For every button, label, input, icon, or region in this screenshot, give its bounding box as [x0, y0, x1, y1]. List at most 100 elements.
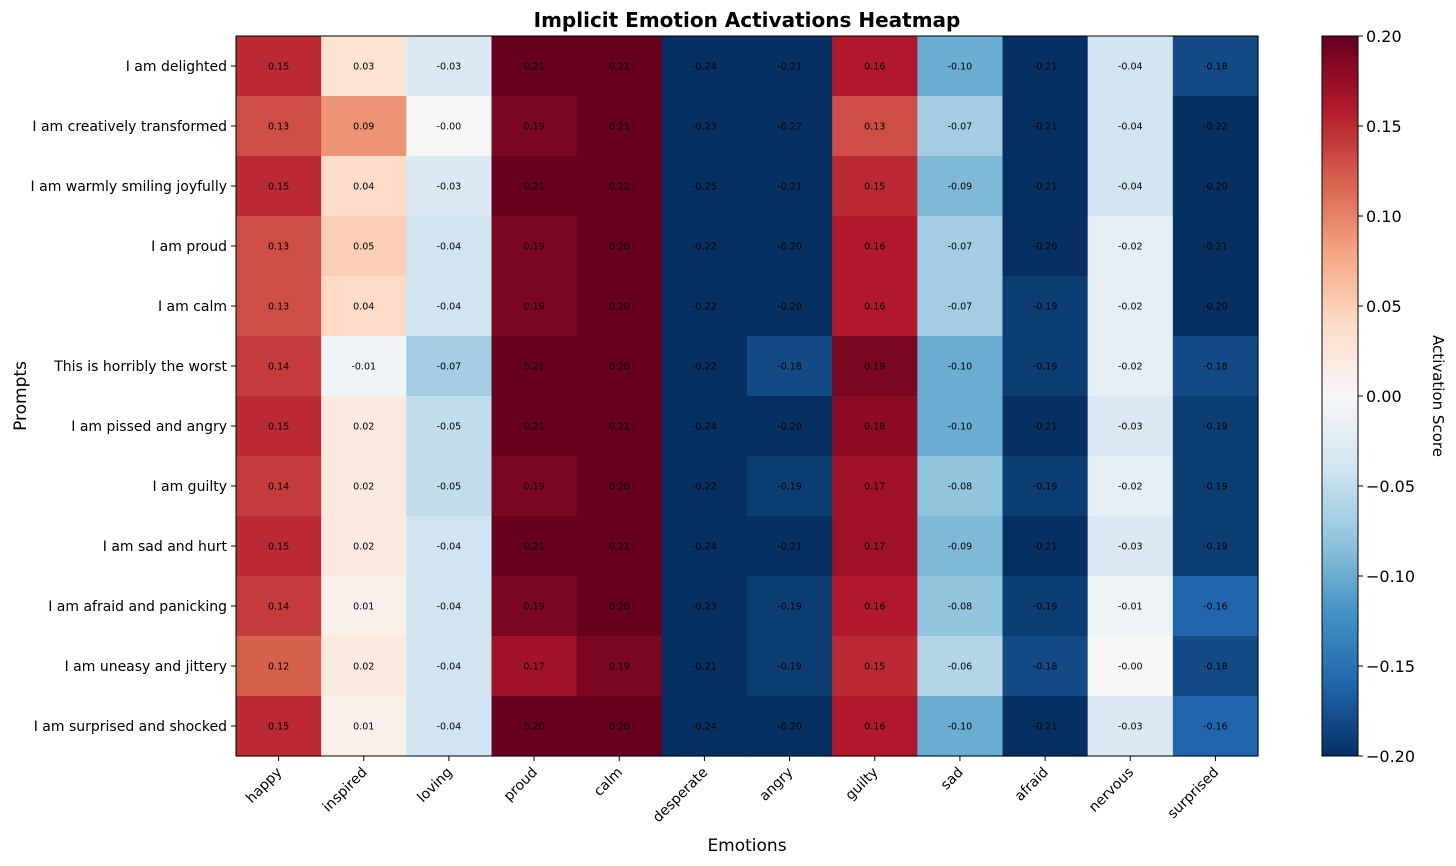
cell-value-label: -0.21	[777, 62, 802, 73]
cell-value-label: -0.21	[1033, 542, 1058, 553]
heatmap-cell	[1172, 696, 1259, 757]
heatmap-cell	[406, 456, 493, 517]
cell-value-label: -0.21	[777, 542, 802, 553]
cell-value-label: -0.07	[948, 122, 973, 133]
heatmap-cell	[661, 576, 748, 637]
colorbar-tick-label: −0.15	[1366, 657, 1415, 676]
cell-value-label: 0.21	[609, 422, 630, 433]
heatmap-cell	[661, 696, 748, 757]
heatmap-cell	[747, 156, 833, 217]
heatmap-cell	[832, 336, 918, 397]
heatmap-cell	[236, 216, 322, 277]
cell-value-label: 0.15	[864, 182, 885, 193]
cell-value-label: -0.00	[1118, 662, 1143, 673]
heatmap-cell	[406, 396, 493, 457]
heatmap-cell	[576, 216, 663, 277]
cell-value-label: 0.19	[609, 662, 630, 673]
cell-value-label: 0.21	[524, 362, 545, 373]
heatmap-cell	[406, 696, 493, 757]
x-tick-label: surprised	[1165, 765, 1222, 822]
heatmap-cell	[236, 576, 322, 637]
cell-value-label: 0.20	[609, 482, 630, 493]
colorbar-ticks: 0.20 0.15 0.10 0.05 0.00 −0.05 −0.10 −0.15 −0.20	[1358, 27, 1415, 766]
heatmap-cell	[917, 96, 1004, 157]
heatmap-cell	[832, 96, 918, 157]
heatmap-cell	[1002, 576, 1089, 637]
heatmap-cell	[832, 576, 918, 637]
cell-value-label: -0.08	[948, 602, 973, 613]
cell-value-label: -0.20	[777, 302, 802, 313]
heatmap-cell	[576, 696, 663, 757]
cell-value-label: -0.10	[948, 362, 973, 373]
cell-value-label: -0.02	[1118, 302, 1143, 313]
heatmap-cell	[1087, 336, 1174, 397]
heatmap-cell	[917, 696, 1004, 757]
colorbar	[1321, 35, 1359, 757]
colorbar-tick-label: 0.15	[1366, 117, 1402, 136]
cell-value-label: 0.20	[524, 722, 545, 733]
heatmap-cell	[406, 636, 493, 697]
heatmap-cell	[832, 636, 918, 697]
heatmap-cell	[1172, 36, 1259, 97]
heatmap-cell	[1172, 336, 1259, 397]
cell-value-label: 0.19	[524, 302, 545, 313]
cell-value-label: 0.09	[353, 122, 374, 133]
cell-value-label: -0.22	[692, 362, 717, 373]
cell-value-label: 0.04	[353, 182, 374, 193]
cell-value-label: -0.24	[692, 422, 717, 433]
cell-value-label: 0.14	[268, 602, 289, 613]
heatmap-cell	[917, 36, 1004, 97]
cell-value-label: -0.19	[1033, 362, 1058, 373]
heatmap-cell	[491, 276, 578, 337]
cell-value-label: 0.02	[353, 542, 374, 553]
cell-value-label: 0.13	[268, 122, 289, 133]
heatmap-cell	[576, 516, 663, 577]
heatmap-cell	[661, 156, 748, 217]
cell-value-label: -0.07	[948, 302, 973, 313]
cell-value-label: 0.13	[268, 242, 289, 253]
cell-value-label: -0.00	[437, 122, 462, 133]
heatmap-cell	[491, 216, 578, 277]
x-axis-label: Emotions	[707, 836, 786, 856]
heatmap-cell	[1002, 216, 1089, 277]
cell-value-label: 0.17	[864, 482, 885, 493]
heatmap-cell	[576, 156, 663, 217]
colorbar-tick-label: −0.10	[1366, 567, 1415, 586]
heatmap-cell	[661, 276, 748, 337]
colorbar-tick-label: 0.00	[1366, 387, 1402, 406]
heatmap-cell	[236, 396, 322, 457]
heatmap-cell	[406, 156, 493, 217]
heatmap-cell	[236, 516, 322, 577]
heatmap-cell	[236, 276, 322, 337]
heatmap-cell	[1172, 276, 1259, 337]
cell-value-label: -0.21	[1203, 242, 1228, 253]
heatmap-cell-labels: 0.15 0.03 -0.03 0.21 0.21 -0.24 -0.21 0.16 -0.10…	[268, 62, 1228, 733]
cell-value-label: -0.20	[1033, 242, 1058, 253]
heatmap-cell	[1087, 156, 1174, 217]
cell-value-label: -0.21	[777, 182, 802, 193]
cell-value-label: -0.21	[1033, 122, 1058, 133]
cell-value-label: 0.20	[609, 242, 630, 253]
heatmap-cell	[1172, 396, 1259, 457]
colorbar-tick-label: 0.20	[1366, 27, 1402, 46]
cell-value-label: 0.20	[609, 722, 630, 733]
colorbar-tick-label: −0.20	[1366, 747, 1415, 766]
cell-value-label: -0.24	[692, 722, 717, 733]
cell-value-label: 0.15	[268, 62, 289, 73]
colorbar-tick-label: −0.05	[1366, 477, 1415, 496]
heatmap-cell	[832, 456, 918, 517]
heatmap-cell	[576, 36, 663, 97]
cell-value-label: -0.04	[437, 662, 462, 673]
heatmap-cell	[1087, 576, 1174, 637]
heatmap-cell	[747, 96, 833, 157]
heatmap-cell	[321, 36, 407, 97]
heatmap-cell	[747, 456, 833, 517]
cell-value-label: -0.18	[777, 362, 802, 373]
cell-value-label: -0.10	[948, 422, 973, 433]
heatmap-cell	[832, 156, 918, 217]
cell-value-label: -0.20	[777, 722, 802, 733]
cell-value-label: -0.04	[1118, 62, 1143, 73]
heatmap-cell	[917, 276, 1004, 337]
cell-value-label: 0.15	[268, 722, 289, 733]
